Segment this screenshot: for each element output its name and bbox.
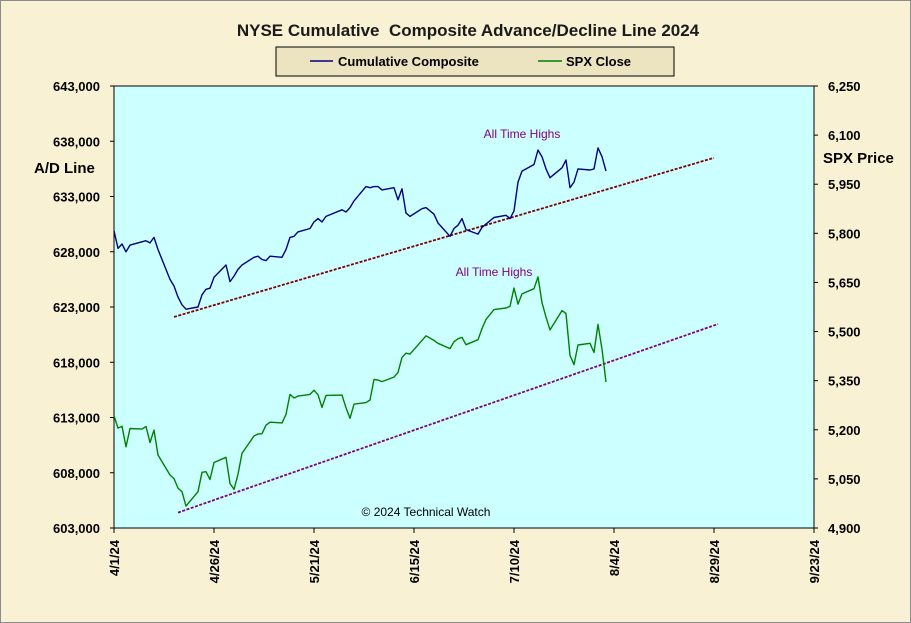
annotation-1: All Time Highs xyxy=(484,127,561,141)
ad-line-series xyxy=(113,147,607,310)
trend-lines xyxy=(173,156,719,514)
right-tick-label: 5,050 xyxy=(828,472,861,487)
right-tick-label: 5,350 xyxy=(828,374,861,389)
legend-label-ad-line: Cumulative Composite xyxy=(338,54,479,69)
right-tick-label: 5,650 xyxy=(828,275,861,290)
x-tick-label: 7/10/24 xyxy=(507,539,522,583)
left-tick-label: 613,000 xyxy=(53,411,100,426)
right-tick-label: 4,900 xyxy=(828,521,861,536)
legend-label-spx: SPX Close xyxy=(566,54,631,69)
x-tick-label: 4/26/24 xyxy=(207,539,222,583)
left-tick-label: 643,000 xyxy=(53,79,100,94)
left-tick-label: 638,000 xyxy=(53,134,100,149)
x-tick-label: 8/29/24 xyxy=(707,539,722,583)
left-axis-label: A/D Line xyxy=(34,160,95,177)
right-tick-label: 5,500 xyxy=(828,325,861,340)
legend: Cumulative Composite SPX Close xyxy=(275,46,675,77)
right-tick-label: 5,800 xyxy=(828,226,861,241)
left-tick-label: 603,000 xyxy=(53,521,100,536)
plot-area xyxy=(113,85,815,529)
right-axis-label: SPX Price xyxy=(823,150,894,167)
x-tick-label: 8/4/24 xyxy=(607,539,622,576)
x-tick-label: 4/1/24 xyxy=(107,539,122,576)
series-lines xyxy=(113,147,607,507)
chart-title: NYSE Cumulative Composite Advance/Declin… xyxy=(237,21,700,40)
left-tick-label: 618,000 xyxy=(53,355,100,370)
right-tick-label: 6,100 xyxy=(828,128,861,143)
left-tick-label: 628,000 xyxy=(53,245,100,260)
legend-box xyxy=(275,46,675,77)
x-tick-label: 9/23/24 xyxy=(807,539,822,583)
x-tick-label: 5/21/24 xyxy=(307,539,322,583)
spx-close-series xyxy=(113,276,607,507)
x-axis: 4/1/24 4/26/24 5/21/24 6/15/24 7/10/24 8/4/24… xyxy=(107,528,822,583)
right-axis: 4,900 5,050 5,200 5,350 5,500 5,650 5,800 5,950… xyxy=(814,79,861,536)
left-tick-label: 623,000 xyxy=(53,300,100,315)
x-tick-label: 6/15/24 xyxy=(407,539,422,583)
right-tick-label: 5,950 xyxy=(828,177,861,192)
annotation-2: All Time Highs xyxy=(456,265,533,279)
trend-line-2 xyxy=(177,323,719,514)
left-tick-label: 633,000 xyxy=(53,190,100,205)
right-tick-label: 5,200 xyxy=(828,423,861,438)
left-axis: 603,000 608,000 613,000 618,000 623,000 628,0… xyxy=(53,79,114,536)
trend-line-1 xyxy=(173,156,715,318)
right-tick-label: 6,250 xyxy=(828,79,861,94)
annotation-3: © 2024 Technical Watch xyxy=(362,505,491,519)
annotations: All Time Highs All Time Highs © 2024 Techn… xyxy=(362,127,561,519)
left-tick-label: 608,000 xyxy=(53,466,100,481)
